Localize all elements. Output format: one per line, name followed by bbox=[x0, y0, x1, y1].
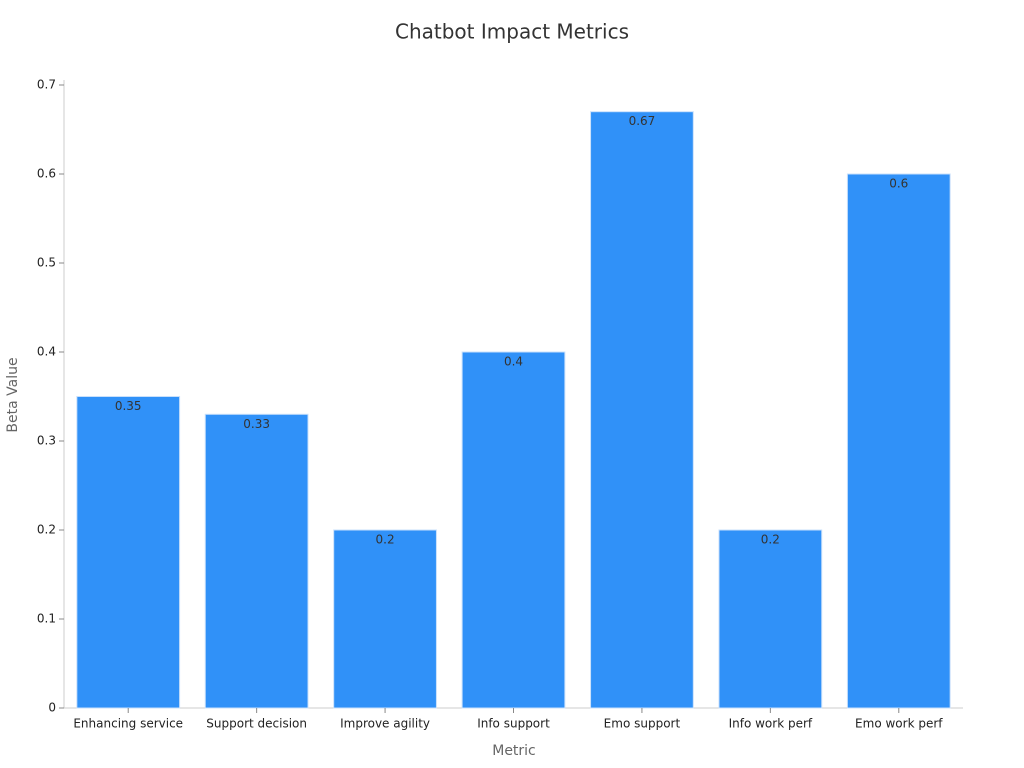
x-tick-label: Info work perf bbox=[729, 717, 813, 731]
bar bbox=[718, 529, 823, 709]
x-tick-label: Enhancing service bbox=[73, 717, 183, 731]
y-tick-label: 0.7 bbox=[37, 78, 56, 92]
x-tick-label: Emo support bbox=[604, 717, 681, 731]
data-label: 0.2 bbox=[376, 533, 395, 547]
bar bbox=[76, 396, 181, 709]
data-label: 0.2 bbox=[761, 533, 780, 547]
x-tick-label: Emo work perf bbox=[855, 717, 943, 731]
bar bbox=[846, 173, 951, 709]
x-tick-label: Support decision bbox=[206, 717, 307, 731]
x-axis-label: Metric bbox=[492, 743, 536, 759]
data-label: 0.33 bbox=[243, 417, 270, 431]
y-tick-label: 0.4 bbox=[37, 345, 56, 359]
x-tick-label: Info support bbox=[477, 717, 550, 731]
x-tick-label: Improve agility bbox=[340, 717, 430, 731]
bar bbox=[461, 351, 566, 709]
data-label: 0.35 bbox=[115, 399, 142, 413]
data-label: 0.67 bbox=[629, 114, 656, 128]
y-tick-label: 0.3 bbox=[37, 434, 56, 448]
y-tick-label: 0 bbox=[48, 701, 56, 715]
y-tick-label: 0.2 bbox=[37, 523, 56, 537]
bar bbox=[333, 529, 437, 709]
y-axis-label: Beta Value bbox=[5, 357, 21, 432]
chart-title: Chatbot Impact Metrics bbox=[395, 20, 629, 44]
y-tick-label: 0.1 bbox=[37, 612, 56, 626]
y-tick-label: 0.6 bbox=[37, 167, 56, 181]
data-label: 0.4 bbox=[504, 355, 523, 369]
bar bbox=[204, 413, 309, 709]
bar bbox=[590, 111, 694, 709]
data-label: 0.6 bbox=[889, 177, 908, 191]
y-tick-label: 0.5 bbox=[37, 256, 56, 270]
